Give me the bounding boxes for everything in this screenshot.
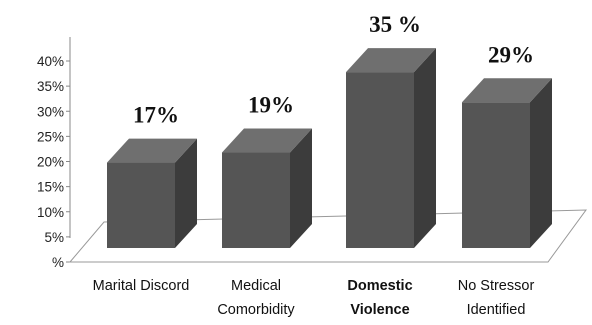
- category-label: Comorbidity: [217, 302, 295, 318]
- bar-top: [346, 48, 436, 73]
- bar-front: [462, 102, 530, 249]
- chart-axes: % 5% 10% 15% 20% 25% 30% 35% 40%: [37, 37, 588, 270]
- bar-front: [107, 162, 175, 248]
- category-label: No Stressor: [458, 278, 535, 294]
- bar-2: [346, 48, 436, 248]
- bar-front: [222, 152, 290, 248]
- bar-1: [222, 128, 312, 248]
- data-label: 35 %: [369, 12, 421, 37]
- y-tick-label: 15%: [37, 180, 64, 195]
- category-label: Marital Discord: [93, 278, 190, 294]
- bar-top: [462, 78, 552, 103]
- chart-floor: [68, 209, 588, 263]
- y-tick-label: 30%: [37, 104, 64, 119]
- y-tick-label: %: [52, 255, 64, 270]
- bar-top: [107, 138, 197, 163]
- bar-side: [530, 78, 552, 249]
- y-tick-label: 35%: [37, 79, 64, 94]
- bar-top: [222, 128, 312, 153]
- y-tick-label: 25%: [37, 129, 64, 144]
- y-tick-label: 40%: [37, 54, 64, 69]
- bar-front: [346, 72, 414, 248]
- bar-side: [414, 48, 436, 248]
- chart-labels: 17% Marital Discord 19% Medical Comorbidity 3…: [93, 12, 535, 318]
- chart-bars: [107, 48, 552, 249]
- y-tick-label: 20%: [37, 155, 64, 170]
- bar-3: [462, 78, 552, 249]
- bar-side: [290, 128, 312, 248]
- data-label: 17%: [133, 103, 179, 128]
- data-label: 19%: [248, 93, 294, 118]
- data-label: 29%: [488, 42, 534, 67]
- category-label: Medical: [231, 278, 281, 294]
- bar-side: [175, 138, 197, 248]
- y-tick-label: 10%: [37, 205, 64, 220]
- category-label: Domestic: [347, 278, 412, 294]
- bar-0: [107, 138, 197, 248]
- y-tick-label: 5%: [44, 230, 64, 245]
- category-label: Violence: [350, 302, 409, 318]
- category-label: Identified: [467, 302, 526, 318]
